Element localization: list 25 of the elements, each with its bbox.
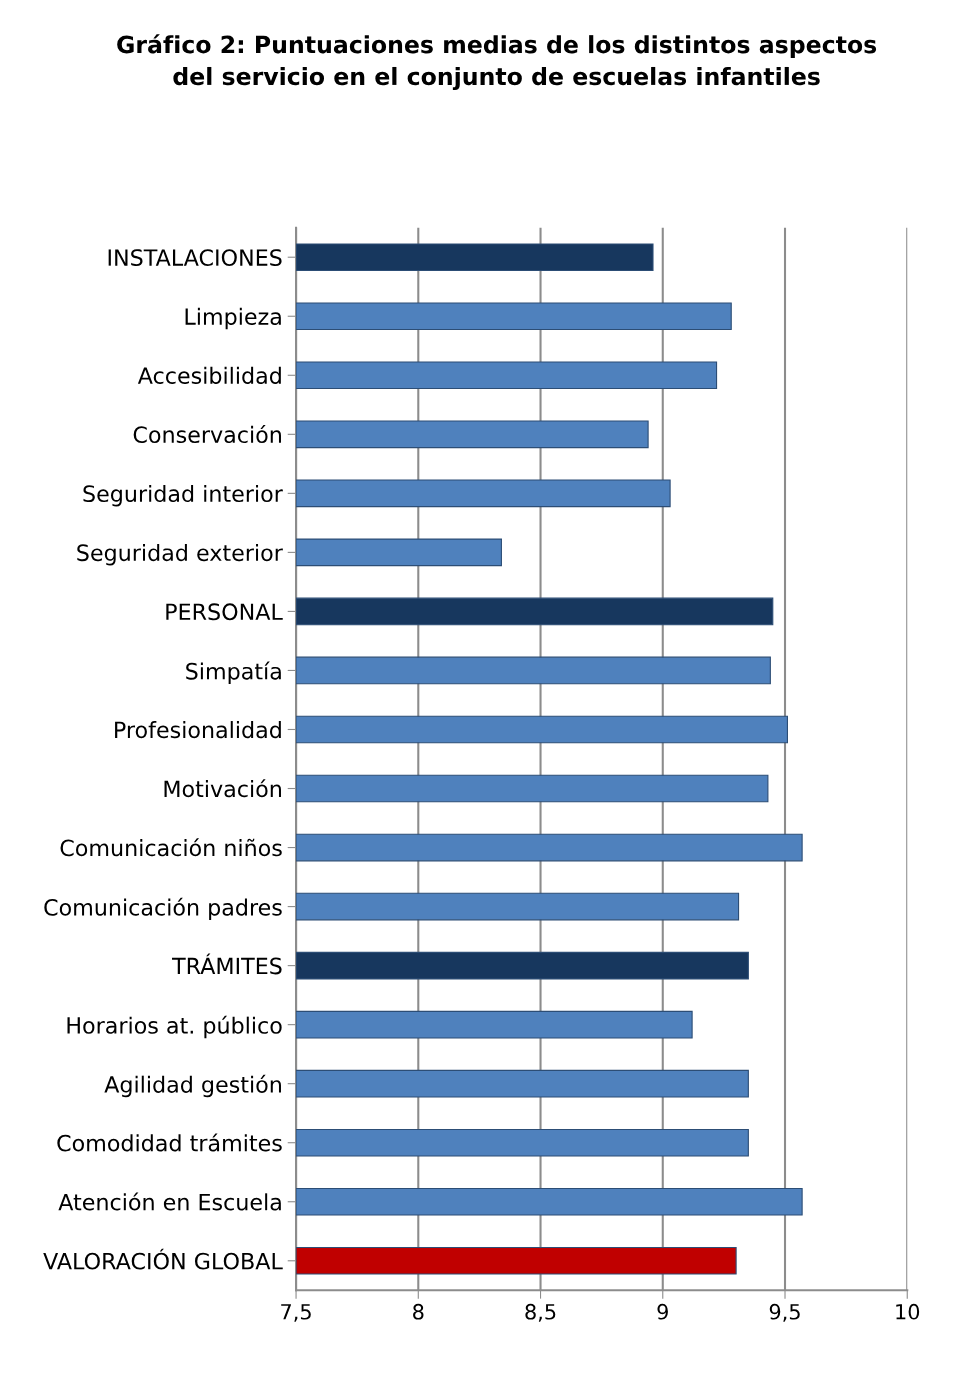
x-tick-label: 9,5 <box>769 1303 800 1322</box>
y-tick-label: TRÁMITES <box>172 953 282 975</box>
chart-title: Gráfico 2: Puntuaciones medias de los distintos aspectos del servicio en el conjunto de escuelas infantiles <box>117 34 877 90</box>
x-tick-label: 7,5 <box>281 1304 311 1322</box>
y-tick-label: Conservación <box>133 424 281 444</box>
y-tick-label: PERSONAL <box>166 603 283 621</box>
y-tick-label: Limpieza <box>185 307 281 330</box>
y-tick-label: Seguridad interior <box>83 484 283 507</box>
y-tick-label: Agilidad gestión <box>104 1074 281 1098</box>
x-tick-label: 8,5 <box>525 1303 556 1322</box>
y-tick-label: VALORACIÓN GLOBAL <box>43 1248 283 1270</box>
y-tick-label: Comunicación niños <box>60 838 282 857</box>
y-tick-label: Comunicación padres <box>44 897 282 921</box>
y-tick-label: Seguridad exterior <box>77 543 283 566</box>
x-tick-label: 10 <box>896 1303 920 1320</box>
y-tick-label: Atención en Escuela <box>58 1192 281 1211</box>
y-tick-label: Comodidad trámites <box>57 1133 282 1152</box>
y-tick-label: Simpatía <box>186 661 281 684</box>
y-tick-label: Accesibilidad <box>137 366 281 385</box>
x-tick-label: 9 <box>657 1303 668 1320</box>
y-tick-label: Profesionalidad <box>115 721 281 739</box>
y-tick-label: Horarios at. público <box>67 1015 282 1039</box>
y-tick-label: Motivación <box>164 779 281 798</box>
x-tick-label: 8 <box>413 1303 424 1320</box>
y-tick-label: INSTALACIONES <box>108 249 282 266</box>
